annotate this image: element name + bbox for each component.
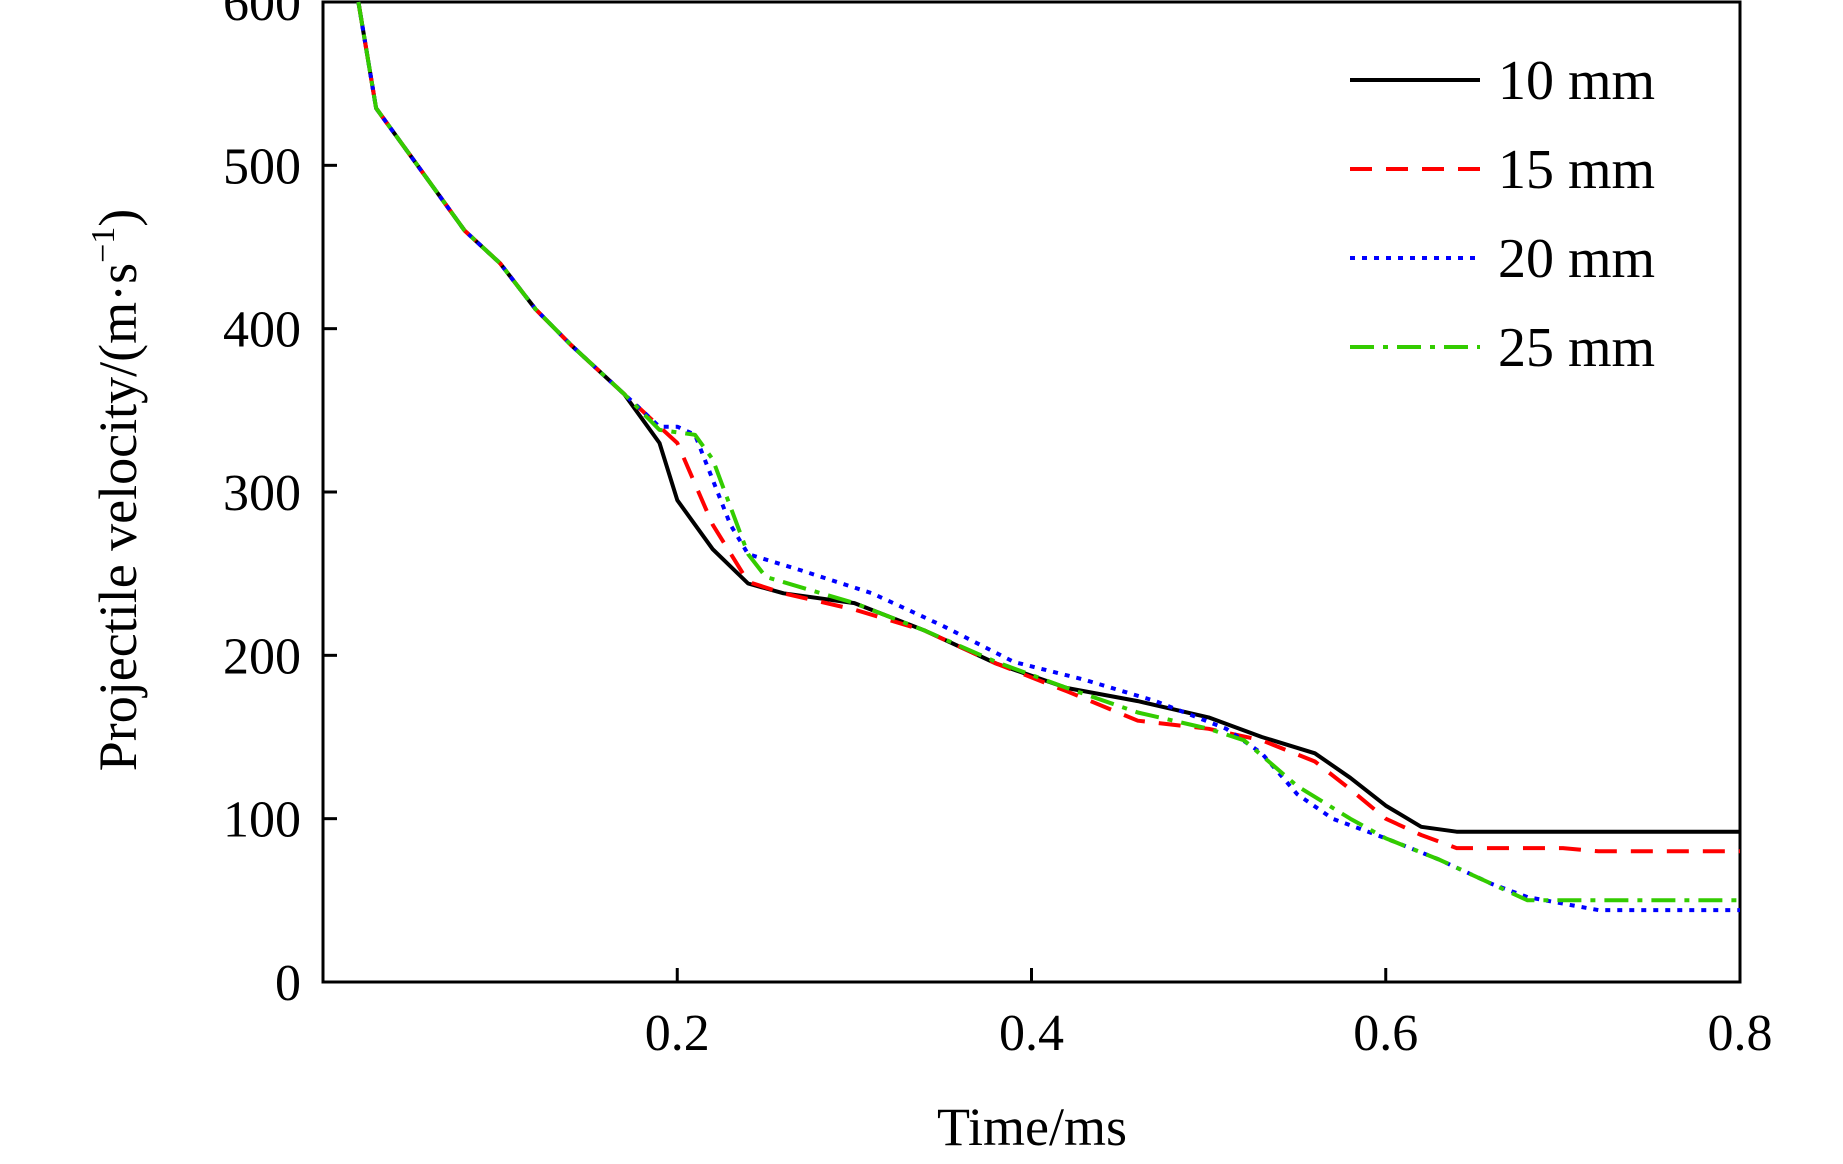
series-line-2	[356, 1, 1740, 854]
y-tick-label: 600	[223, 0, 301, 32]
legend: 10 mm 15 mm 20 mm 25 mm	[1350, 50, 1655, 379]
y-tick-label: 400	[223, 302, 301, 359]
series-lines	[356, 1, 1740, 913]
legend-label-3: 20 mm	[1498, 228, 1655, 290]
series-line-4	[356, 1, 1740, 903]
y-tick-label: 300	[223, 465, 301, 522]
y-axis-title: Projectile velocity/(m·s−1)	[85, 209, 148, 772]
y-tick-label: 0	[275, 955, 301, 1012]
y-tick-label: 200	[223, 628, 301, 685]
y-tick-label: 100	[223, 792, 301, 849]
x-tick-label: 0.2	[645, 1005, 710, 1062]
legend-label-2: 15 mm	[1498, 139, 1655, 201]
legend-label-4: 25 mm	[1498, 317, 1655, 379]
legend-label-1: 10 mm	[1498, 50, 1655, 112]
y-axis-title-main: Projectile velocity/(m·s	[88, 263, 148, 771]
x-tick-label: 0.4	[999, 1005, 1064, 1062]
x-axis-title: Time/ms	[937, 1097, 1127, 1157]
x-tick-label: 0.8	[1708, 1005, 1773, 1062]
y-axis-title-close: )	[88, 209, 148, 227]
x-tick-label: 0.6	[1353, 1005, 1418, 1062]
y-tick-label: 500	[223, 138, 301, 195]
ticks: 0.2 0.4 0.6 0.8 0 100 200 300 400 500 600	[223, 0, 1773, 1062]
series-line-1	[356, 1, 1740, 834]
y-axis-title-superscript: −1	[85, 227, 122, 263]
